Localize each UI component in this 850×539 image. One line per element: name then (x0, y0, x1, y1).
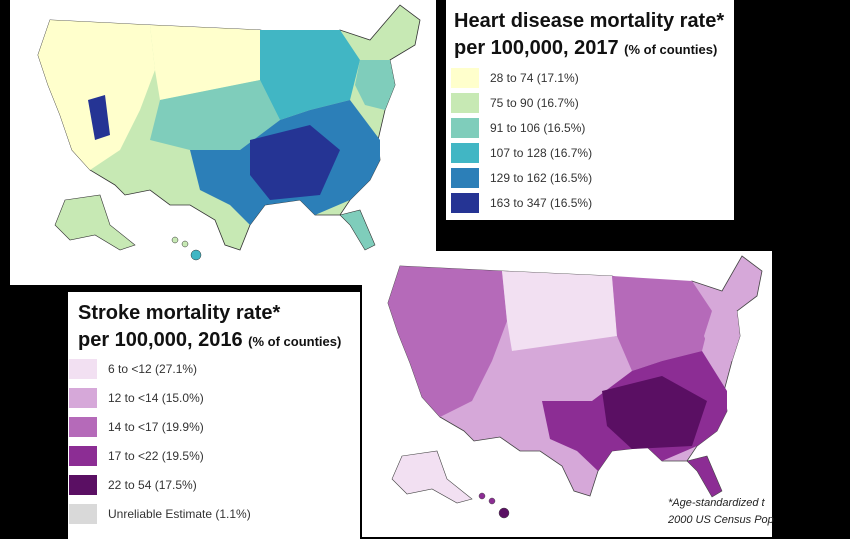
heart-mountain-region (150, 25, 260, 100)
heart-legend-item: 75 to 90 (16.7%) (450, 92, 579, 114)
heart-swatch-0 (450, 67, 480, 89)
stroke-legend-item: Unreliable Estimate (1.1%) (68, 503, 251, 525)
heart-swatch-4 (450, 167, 480, 189)
heart-legend-item: 28 to 74 (17.1%) (450, 67, 579, 89)
stroke-legend-item: 22 to 54 (17.5%) (68, 474, 197, 496)
stroke-swatch-4 (68, 474, 98, 496)
heart-legend-year: per 100,000, 2017 (454, 37, 619, 59)
stroke-mountain-region (502, 271, 617, 351)
stroke-map-svg (387, 255, 763, 519)
heart-legend-title-line1: Heart disease mortality rate* (454, 10, 725, 32)
stroke-plains-region (502, 336, 632, 401)
heart-legend-item: 91 to 106 (16.5%) (450, 117, 585, 139)
heart-legend-label: 163 to 347 (16.5%) (490, 196, 593, 210)
stroke-swatch-3 (68, 445, 98, 467)
heart-legend-item: 129 to 162 (16.5%) (450, 167, 592, 189)
stroke-swatch-5 (68, 503, 98, 525)
heart-swatch-1 (450, 92, 480, 114)
heart-nevada-region (88, 95, 110, 140)
footnote-line2: 2000 US Census Pop (668, 514, 774, 526)
stroke-legend-item: 12 to <14 (15.0%) (68, 387, 204, 409)
footnote: *Age-standardized t 2000 US Census Pop (668, 495, 774, 529)
heart-hawaii-1 (171, 236, 179, 244)
heart-legend-label: 107 to 128 (16.7%) (490, 146, 593, 160)
stroke-map (362, 251, 772, 537)
stroke-swatch-2 (68, 416, 98, 438)
stroke-legend-label: 14 to <17 (19.9%) (108, 420, 204, 434)
stroke-midwest-region (612, 276, 712, 371)
stroke-hawaii-2 (488, 497, 496, 505)
heart-legend-title-line2: per 100,000, 2017 (% of counties) (454, 35, 717, 63)
heart-legend: Heart disease mortality rate* per 100,00… (446, 0, 734, 220)
heart-deep-south-region (250, 125, 340, 200)
stroke-legend-item: 17 to <22 (19.5%) (68, 445, 204, 467)
stroke-swatch-1 (68, 387, 98, 409)
stroke-legend-item: 14 to <17 (19.9%) (68, 416, 204, 438)
stroke-legend-item: 6 to <12 (27.1%) (68, 358, 197, 380)
stroke-legend-note: (% of counties) (248, 334, 342, 349)
stroke-legend: Stroke mortality rate* per 100,000, 2016… (68, 292, 360, 539)
heart-swatch-3 (450, 142, 480, 164)
stroke-swatch-0 (68, 358, 98, 380)
heart-legend-item: 107 to 128 (16.7%) (450, 142, 592, 164)
heart-legend-item: 163 to 347 (16.5%) (450, 192, 592, 214)
stroke-florida-region (686, 455, 723, 498)
stroke-legend-label: 17 to <22 (19.5%) (108, 449, 204, 463)
heart-midwest-region (260, 30, 360, 120)
heart-map-svg (37, 4, 421, 261)
heart-legend-label: 129 to 162 (16.5%) (490, 171, 593, 185)
stroke-legend-title-line1: Stroke mortality rate* (78, 302, 281, 324)
stroke-west-region (388, 266, 507, 417)
heart-plains-region (150, 80, 280, 150)
heart-hawaii-2 (181, 240, 189, 248)
heart-swatch-2 (450, 117, 480, 139)
stroke-legend-label: 22 to 54 (17.5%) (108, 478, 197, 492)
heart-hawaii-3 (190, 249, 202, 261)
heart-legend-label: 28 to 74 (17.1%) (490, 71, 579, 85)
stroke-northeast-region (704, 311, 740, 361)
stroke-hawaii-3 (498, 507, 510, 519)
stroke-legend-label: 6 to <12 (27.1%) (108, 362, 198, 376)
heart-disease-map (10, 0, 436, 285)
heart-swatch-5 (450, 192, 480, 214)
stroke-legend-year: per 100,000, 2016 (78, 329, 243, 351)
stroke-hawaii-1 (478, 492, 486, 500)
heart-alaska (54, 194, 136, 251)
stroke-legend-title-line2: per 100,000, 2016 (% of counties) (78, 327, 341, 355)
heart-legend-note: (% of counties) (624, 42, 718, 57)
stroke-legend-label: Unreliable Estimate (1.1%) (108, 507, 251, 521)
heart-northeast-region (355, 60, 395, 110)
stroke-alaska (391, 450, 473, 504)
stroke-deep-south-region (602, 376, 707, 449)
heart-legend-label: 91 to 106 (16.5%) (490, 121, 586, 135)
footnote-line1: *Age-standardized t (668, 497, 765, 509)
heart-west-region (38, 20, 155, 170)
heart-legend-label: 75 to 90 (16.7%) (490, 96, 579, 110)
heart-florida-region (339, 209, 376, 251)
stroke-legend-label: 12 to <14 (15.0%) (108, 391, 204, 405)
